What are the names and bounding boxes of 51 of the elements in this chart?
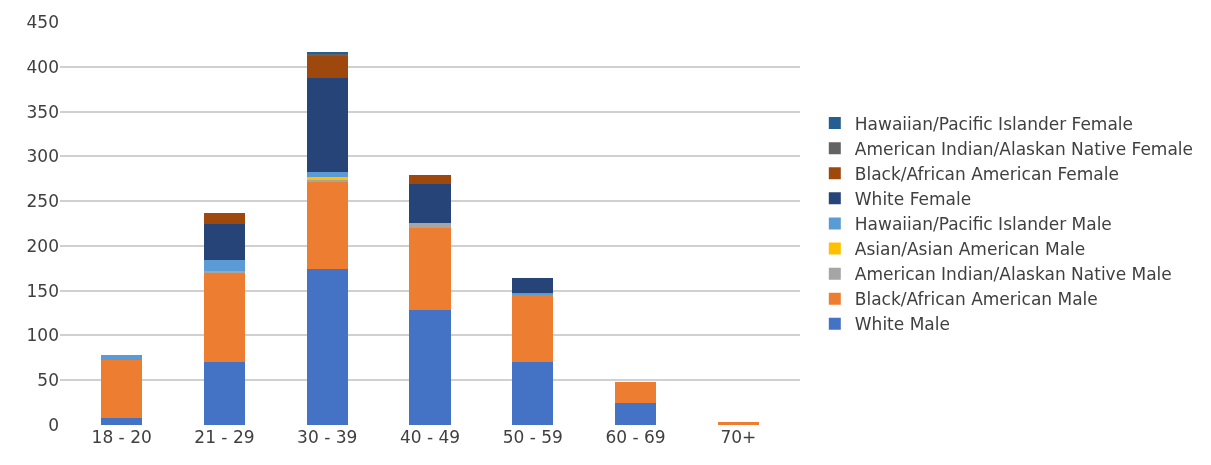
bar [203,212,245,225]
bar [203,260,245,271]
y-tick-label: 450 [26,11,59,32]
bar [409,222,451,228]
bar [203,272,245,363]
x-tick-label: 18 - 20 [91,427,152,447]
y-tick-label: 150 [26,280,59,301]
x-tick-label: 70+ [720,427,757,447]
x-tick-label: 21 - 29 [194,427,255,447]
legend-label: American Indian/Alaskan Native Male [854,264,1172,285]
y-tick-label: 0 [48,414,59,435]
bar [409,310,451,425]
bar [512,294,554,363]
legend-label: White Male [854,314,950,335]
y-tick-label: 250 [26,191,59,212]
legend-label: Hawaiian/Pacific Islander Female [854,113,1134,134]
x-tick-label: 50 - 59 [502,427,563,447]
bar [512,278,554,294]
bar [306,56,348,78]
bar [306,181,348,270]
bar [717,422,759,425]
bar [409,184,451,223]
bar [512,362,554,425]
y-tick-label: 350 [26,101,59,122]
legend-label: American Indian/Alaskan Native Female [854,138,1194,159]
bar [615,402,657,425]
bar [203,362,245,425]
x-tick-label: 30 - 39 [297,427,358,447]
bar [409,227,451,311]
x-tick-label: 60 - 69 [605,427,666,447]
legend-label: Hawaiian/Pacific Islander Male [854,214,1112,235]
bar [306,269,348,425]
bar [306,77,348,172]
x-tick-label: 40 - 49 [399,427,461,447]
bar [101,417,143,425]
bar [101,359,143,418]
bar [203,224,245,261]
legend-label: Black/African American Female [854,163,1119,184]
bar [409,175,451,185]
legend-label: White Female [854,188,972,209]
y-tick-label: 400 [26,56,59,77]
bar [615,382,657,403]
y-tick-label: 100 [26,325,59,346]
y-tick-label: 300 [26,146,59,167]
legend-label: Black/African American Male [854,289,1098,310]
y-tick-label: 50 [37,370,59,391]
bar [203,270,245,273]
bar [101,355,143,360]
bar [306,171,348,177]
legend-label: Asian/Asian American Male [854,239,1086,260]
y-tick-label: 200 [26,235,59,256]
